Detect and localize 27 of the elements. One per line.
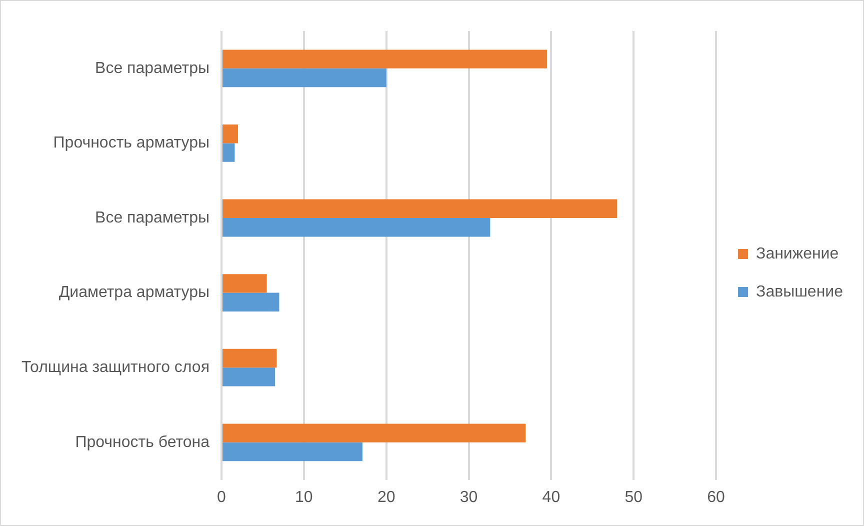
bar <box>222 124 238 144</box>
y-tick-label: Все параметры <box>95 209 210 226</box>
legend-label: Завышение <box>756 283 844 300</box>
bar <box>222 68 386 88</box>
y-tick-label: Прочность арматуры <box>53 134 210 152</box>
bar <box>222 218 490 237</box>
legend-label: Занижение <box>756 245 839 262</box>
x-tick-label: 0 <box>217 488 226 506</box>
bar <box>222 143 235 162</box>
bar <box>222 368 276 386</box>
x-tick-label: 40 <box>542 488 560 506</box>
bar <box>222 50 548 68</box>
bar <box>222 424 526 442</box>
x-tick-label: 30 <box>460 488 478 506</box>
y-tick-label: Все параметры <box>95 60 210 77</box>
x-tick-label: 50 <box>624 488 643 506</box>
y-tick-label: Диаметра арматуры <box>58 284 210 302</box>
x-tick-label: 10 <box>295 488 313 506</box>
x-tick-label: 60 <box>707 488 726 506</box>
bar <box>222 348 277 368</box>
bar <box>222 292 280 312</box>
bar <box>222 442 362 462</box>
y-tick-label: Прочность бетона <box>75 434 210 451</box>
x-tick-label: 20 <box>377 488 396 506</box>
y-tick-label: Толщина защитного слоя <box>22 359 210 376</box>
bar <box>222 274 267 293</box>
bar <box>222 199 618 218</box>
